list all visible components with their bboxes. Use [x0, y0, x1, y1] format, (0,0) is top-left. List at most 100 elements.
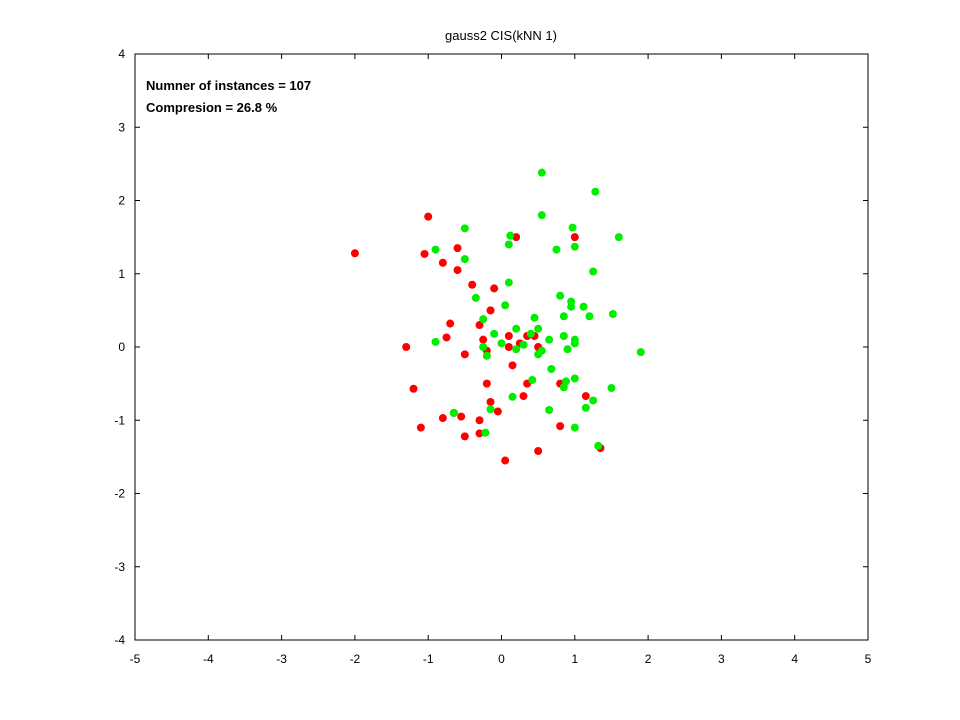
- axis-tick-labels: -5 -4 -3 -2 -1 0 1 2 3 4 5 -4 -3 -2 -1 0 1 2 3 4: [114, 47, 871, 666]
- data-point-series-1: [504, 278, 513, 287]
- y-tick-label: -4: [114, 633, 125, 647]
- data-point-series-1: [589, 396, 598, 405]
- data-point-series-0: [479, 335, 488, 344]
- data-point-series-0: [438, 414, 447, 423]
- data-point-series-0: [504, 343, 513, 351]
- data-point-series-1: [568, 223, 577, 232]
- data-point-series-1: [570, 339, 579, 348]
- data-point-series-1: [570, 374, 579, 383]
- data-point-series-0: [453, 266, 462, 275]
- data-point-series-1: [490, 329, 499, 338]
- x-tick-label: 4: [791, 652, 798, 666]
- data-point-series-1: [519, 340, 528, 349]
- data-point-series-1: [479, 315, 488, 324]
- data-point-series-1: [589, 267, 598, 276]
- data-point-series-0: [409, 384, 418, 393]
- x-tick-label: -3: [276, 652, 287, 666]
- data-point-series-1: [537, 168, 546, 177]
- data-point-series-1: [512, 324, 521, 333]
- data-point-series-1: [570, 242, 579, 251]
- x-tick-label: -1: [423, 652, 434, 666]
- data-point-series-0: [504, 332, 513, 341]
- data-point-series-0: [519, 392, 528, 401]
- x-tick-label: -5: [130, 652, 141, 666]
- annotation-instance-count: Numner of instances = 107: [146, 78, 311, 93]
- data-point-series-1: [534, 350, 543, 359]
- data-point-series-1: [508, 392, 517, 401]
- data-point-series-0: [460, 432, 469, 441]
- data-point-series-1: [504, 240, 513, 249]
- data-point-series-0: [457, 412, 466, 421]
- data-point-series-1: [512, 345, 521, 354]
- y-tick-label: 4: [118, 47, 125, 61]
- data-point-series-1: [497, 339, 506, 348]
- y-tick-label: 1: [118, 267, 125, 281]
- data-point-series-1: [530, 313, 539, 322]
- annotation-compression: Compresion = 26.8 %: [146, 100, 278, 115]
- y-tick-label: -3: [114, 560, 125, 574]
- data-point-series-1: [581, 403, 590, 412]
- data-point-series-1: [636, 348, 645, 357]
- data-point-series-0: [482, 379, 491, 388]
- data-point-series-0: [508, 361, 517, 370]
- x-tick-label: 0: [498, 652, 505, 666]
- data-point-series-0: [438, 258, 447, 267]
- data-point-series-0: [501, 456, 510, 465]
- data-point-series-1: [547, 364, 556, 373]
- data-point-series-0: [475, 416, 484, 425]
- data-point-series-1: [526, 329, 535, 338]
- data-point-series-1: [559, 312, 568, 321]
- data-point-series-0: [493, 407, 502, 416]
- data-point-series-1: [482, 351, 491, 360]
- data-point-series-1: [563, 345, 572, 354]
- data-point-series-0: [475, 321, 484, 330]
- data-point-series-1: [501, 301, 510, 310]
- data-point-series-0: [350, 249, 359, 258]
- data-point-series-1: [552, 245, 561, 254]
- data-point-series-0: [468, 280, 477, 289]
- x-tick-label: 2: [645, 652, 652, 666]
- axis-ticks: [134, 53, 869, 641]
- data-point-series-1: [481, 428, 490, 437]
- data-point-series-0: [453, 244, 462, 253]
- data-point-series-1: [506, 231, 515, 240]
- data-point-series-0: [460, 350, 469, 359]
- data-point-series-1: [486, 405, 495, 414]
- data-point-series-1: [479, 343, 488, 351]
- data-point-series-1: [591, 187, 600, 196]
- data-point-series-0: [424, 212, 433, 221]
- x-tick-label: 5: [865, 652, 872, 666]
- y-tick-label: 3: [118, 120, 125, 134]
- data-point-series-1: [534, 324, 543, 333]
- data-point-series-1: [545, 405, 554, 414]
- data-point-series-0: [475, 429, 484, 438]
- data-point-series-1: [471, 293, 480, 302]
- y-tick-label: 0: [118, 340, 125, 354]
- data-point-series-1: [579, 302, 588, 311]
- data-point-series-1: [559, 332, 568, 341]
- data-point-series-1: [431, 337, 440, 346]
- data-point-series-1: [537, 211, 546, 220]
- data-points: [350, 168, 645, 465]
- x-tick-label: 3: [718, 652, 725, 666]
- data-point-series-1: [528, 375, 537, 384]
- data-point-series-1: [614, 233, 623, 242]
- data-point-series-0: [534, 447, 543, 456]
- data-point-series-1: [567, 302, 576, 311]
- data-point-series-1: [449, 408, 458, 417]
- x-tick-label: -4: [203, 652, 214, 666]
- data-point-series-1: [570, 423, 579, 432]
- data-point-series-1: [608, 310, 617, 319]
- data-point-series-0: [556, 422, 565, 431]
- data-point-series-1: [460, 255, 469, 264]
- x-tick-label: 1: [571, 652, 578, 666]
- data-point-series-0: [402, 343, 411, 351]
- data-point-series-0: [442, 333, 451, 342]
- data-point-series-1: [559, 383, 568, 392]
- chart-title: gauss2 CIS(kNN 1): [445, 28, 557, 43]
- data-point-series-1: [585, 312, 594, 321]
- data-point-series-0: [420, 249, 429, 258]
- y-tick-label: -2: [114, 487, 125, 501]
- data-point-series-0: [490, 284, 499, 293]
